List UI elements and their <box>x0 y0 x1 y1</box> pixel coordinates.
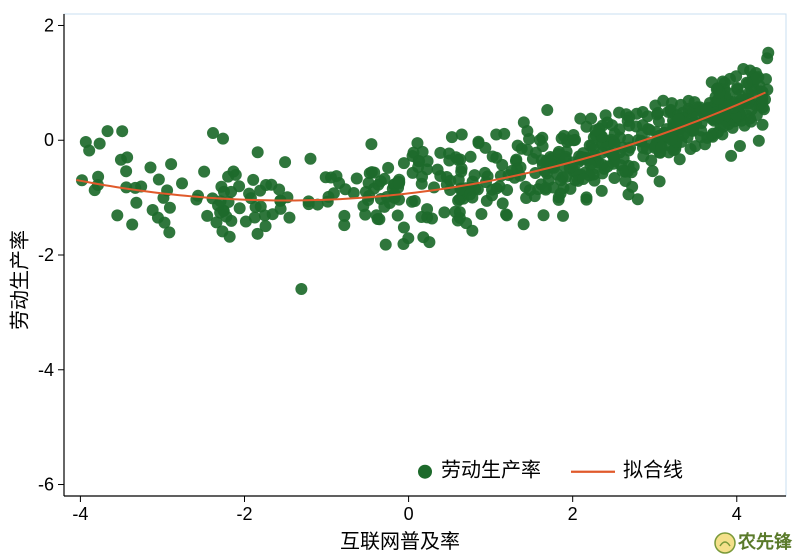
svg-text:-2: -2 <box>38 245 54 265</box>
svg-text:2: 2 <box>568 504 578 524</box>
watermark-logo: 农先锋 <box>714 528 792 554</box>
chart-svg: -4-2024-6-4-202劳动生产率拟合线 <box>0 0 800 560</box>
svg-text:-4: -4 <box>38 360 54 380</box>
svg-text:-4: -4 <box>72 504 88 524</box>
y-axis-label: 劳动生产率 <box>4 230 33 330</box>
legend-label: 拟合线 <box>623 459 683 482</box>
svg-text:-2: -2 <box>236 504 252 524</box>
svg-text:4: 4 <box>732 504 742 524</box>
watermark-text: 农先锋 <box>738 532 792 552</box>
svg-text:0: 0 <box>404 504 414 524</box>
svg-text:-6: -6 <box>38 475 54 495</box>
scatter-chart: -4-2024-6-4-202劳动生产率拟合线 劳动生产率 互联网普及率 农先锋 <box>0 0 800 560</box>
svg-text:2: 2 <box>44 15 54 35</box>
x-axis-label: 互联网普及率 <box>340 525 460 554</box>
svg-text:0: 0 <box>44 130 54 150</box>
legend-label: 劳动生产率 <box>441 459 541 482</box>
